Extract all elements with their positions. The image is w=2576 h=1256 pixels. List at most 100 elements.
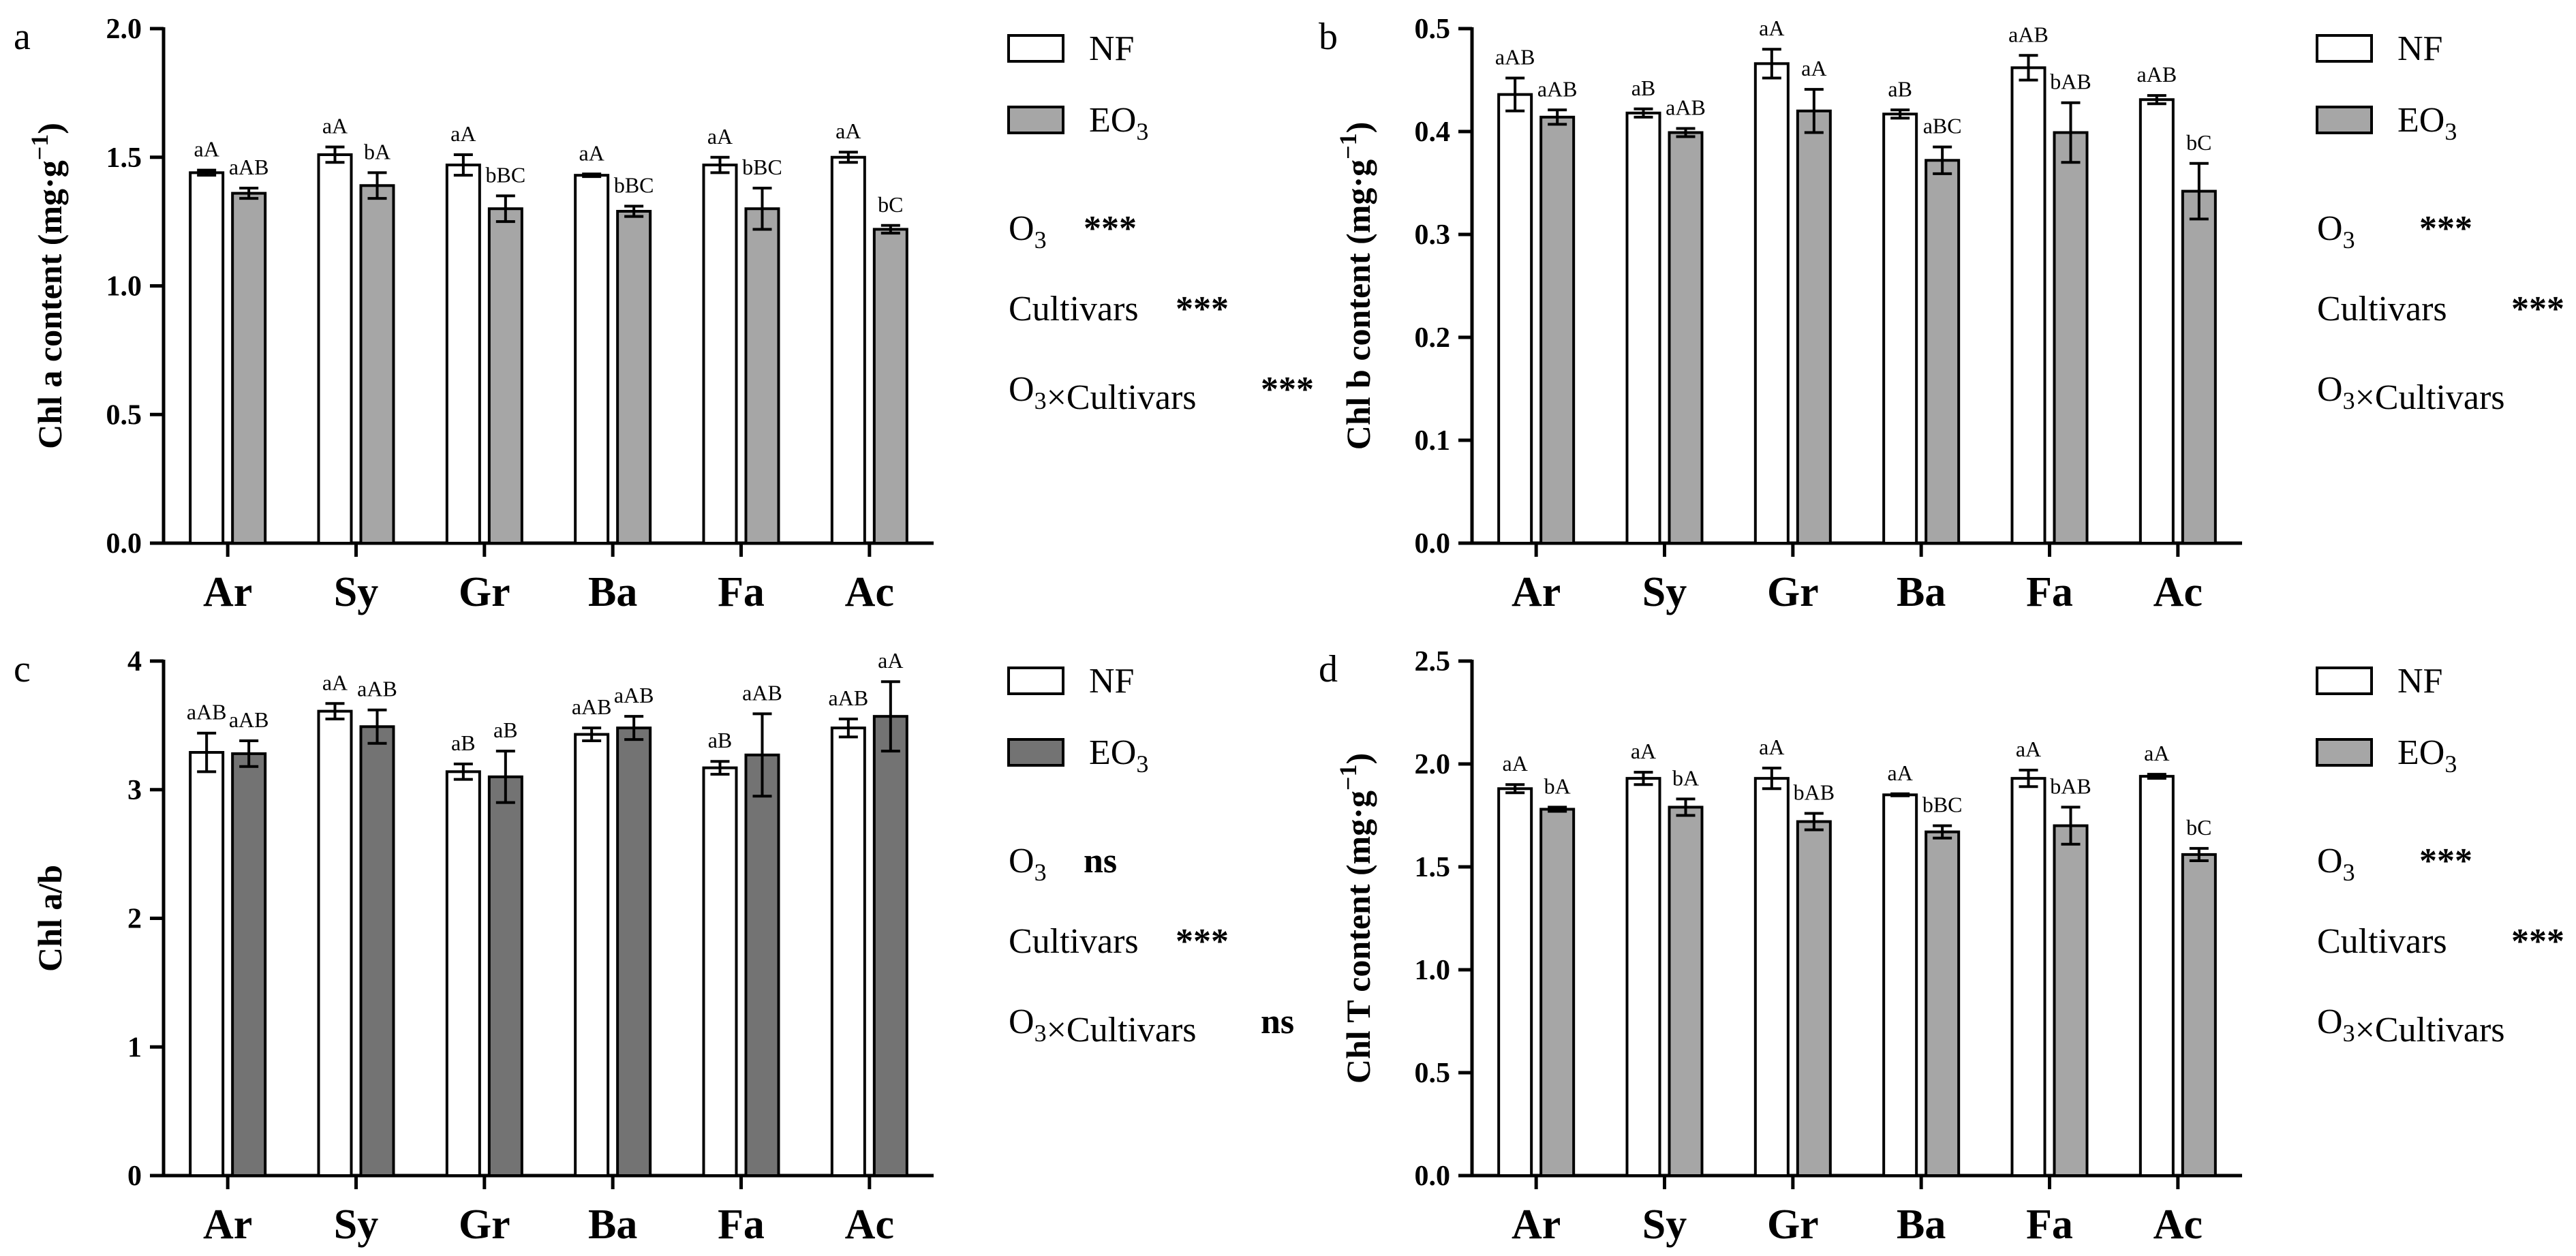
x-tick-label: Gr <box>459 1201 510 1248</box>
y-tick-label: 1.0 <box>1415 955 1451 986</box>
y-axis-label-main: Chl T content (mg·g <box>1339 791 1377 1084</box>
x-tick-label: Ac <box>2153 1201 2203 1248</box>
bar-eo3-ba <box>616 726 652 1177</box>
bar-eo3-ar <box>231 192 267 545</box>
y-axis-label: Chl a/b <box>31 865 69 972</box>
x-tick-label: Ar <box>203 1201 252 1248</box>
x-tick-label: Fa <box>718 569 765 615</box>
significance-label: bBC <box>742 155 782 179</box>
significance-label: aA <box>2016 737 2041 761</box>
y-tick-label: 0.4 <box>1415 117 1451 148</box>
y-axis-label: Chl a content (mg·g−1) <box>26 123 69 449</box>
x-tick-label: Gr <box>1767 1201 1819 1248</box>
bar-nf-ar <box>1497 787 1533 1177</box>
bar-nf-ac <box>2138 98 2175 545</box>
x-tick-label: Ar <box>1512 569 1561 615</box>
stat-term: Cultivars <box>2317 922 2447 961</box>
y-tick-label: 0.5 <box>106 399 142 431</box>
bar-nf-ac <box>830 155 866 545</box>
significance-label: bA <box>1672 765 1699 790</box>
stat-significance: *** <box>1176 922 1229 961</box>
x-tick-label: Fa <box>718 1201 765 1248</box>
significance-label: bA <box>1544 773 1571 798</box>
legend-swatch-nf <box>2316 667 2373 695</box>
y-tick-label: 0.5 <box>1415 14 1451 45</box>
panel-label: a <box>14 16 31 58</box>
stat-term: O3 <box>2317 842 2355 886</box>
bar-nf-sy <box>317 709 353 1178</box>
significance-label: bA <box>364 139 390 164</box>
legend-swatch-eo3 <box>1007 738 1064 767</box>
bar-nf-fa <box>2010 777 2046 1177</box>
stat-significance: *** <box>2419 209 2472 248</box>
significance-label: bC <box>878 192 903 217</box>
bar-eo3-ba <box>1925 159 1961 545</box>
y-tick-label: 2.0 <box>1415 749 1451 780</box>
x-tick-label: Sy <box>1642 569 1687 615</box>
significance-label: aB <box>1888 76 1912 101</box>
significance-label: aBC <box>1923 114 1962 138</box>
bar-nf-ba <box>574 174 610 545</box>
bar-nf-gr <box>445 770 481 1177</box>
y-axis-label-end: ) <box>1339 122 1377 134</box>
significance-label: bC <box>2186 130 2211 155</box>
legend-swatch-nf <box>1007 34 1064 63</box>
stat-significance: *** <box>1261 370 1314 409</box>
bar-eo3-gr <box>487 775 523 1177</box>
y-tick-label: 0.0 <box>106 528 142 560</box>
bar-nf-gr <box>445 164 481 545</box>
stat-significance: *** <box>1176 290 1229 328</box>
y-tick-label: 3 <box>127 775 142 806</box>
bar-nf-sy <box>1625 111 1661 545</box>
stat-term: Cultivars <box>2317 290 2447 328</box>
significance-label: bBC <box>614 172 654 197</box>
bar-eo3-sy <box>1668 131 1704 545</box>
bar-nf-sy <box>1625 777 1661 1177</box>
y-tick-label: 2.0 <box>106 14 142 45</box>
y-axis-label-sup: −1 <box>1334 133 1362 159</box>
bar-eo3-sy <box>1668 806 1704 1178</box>
bar-eo3-sy <box>359 184 395 545</box>
significance-label: aA <box>1801 56 1826 80</box>
x-tick-label: Ba <box>588 1201 637 1248</box>
x-tick-label: Ba <box>588 569 637 615</box>
significance-label: aA <box>1888 761 1913 785</box>
legend-label-nf: NF <box>1089 29 1134 68</box>
y-axis-label: Chl T content (mg·g−1) <box>1334 753 1377 1084</box>
stat-term: O3×Cultivars <box>2317 370 2505 417</box>
stat-term: O3×Cultivars <box>1009 370 1197 417</box>
significance-label: bBC <box>1922 793 1963 817</box>
bar-eo3-gr <box>1796 109 1832 545</box>
bar-nf-fa <box>2010 66 2046 545</box>
legend-label-nf: NF <box>1089 662 1134 701</box>
y-axis-label-main: Chl a/b <box>31 865 69 972</box>
significance-label: aB <box>493 718 518 742</box>
legend-label-nf: NF <box>2397 662 2442 701</box>
significance-label: aB <box>708 728 733 752</box>
x-tick-label: Gr <box>459 569 510 615</box>
y-axis-label-sup: −1 <box>1334 765 1362 791</box>
significance-label: aB <box>1631 76 1656 100</box>
bar-nf-ba <box>1882 112 1918 545</box>
bar-nf-ac <box>830 726 866 1177</box>
bar-nf-sy <box>317 153 353 545</box>
significance-label: aAB <box>572 694 612 719</box>
legend-label-nf: NF <box>2397 29 2442 68</box>
legend-label-eo3: EO3 <box>1089 733 1148 778</box>
y-tick-label: 0.3 <box>1415 219 1451 251</box>
bar-eo3-sy <box>359 725 395 1177</box>
bar-nf-ac <box>2138 775 2175 1177</box>
x-tick-label: Fa <box>2026 1201 2073 1248</box>
x-tick-label: Fa <box>2026 569 2073 615</box>
legend-label-eo3: EO3 <box>2397 733 2457 778</box>
legend-swatch-eo3 <box>2316 738 2373 767</box>
legend-label-eo3: EO3 <box>1089 101 1148 145</box>
stat-term: Cultivars <box>1009 290 1139 328</box>
bar-nf-gr <box>1753 62 1790 545</box>
y-axis-label-sup: −1 <box>26 134 53 161</box>
significance-label: aAB <box>742 680 782 705</box>
stat-term: O3×Cultivars <box>1009 1002 1197 1050</box>
chart-panel-d: d 0.0 0.5 1.0 1.5 2.0 2.5 Chl T content (mg·g−1… <box>1319 646 2564 1248</box>
y-axis-label-end: ) <box>31 123 69 134</box>
